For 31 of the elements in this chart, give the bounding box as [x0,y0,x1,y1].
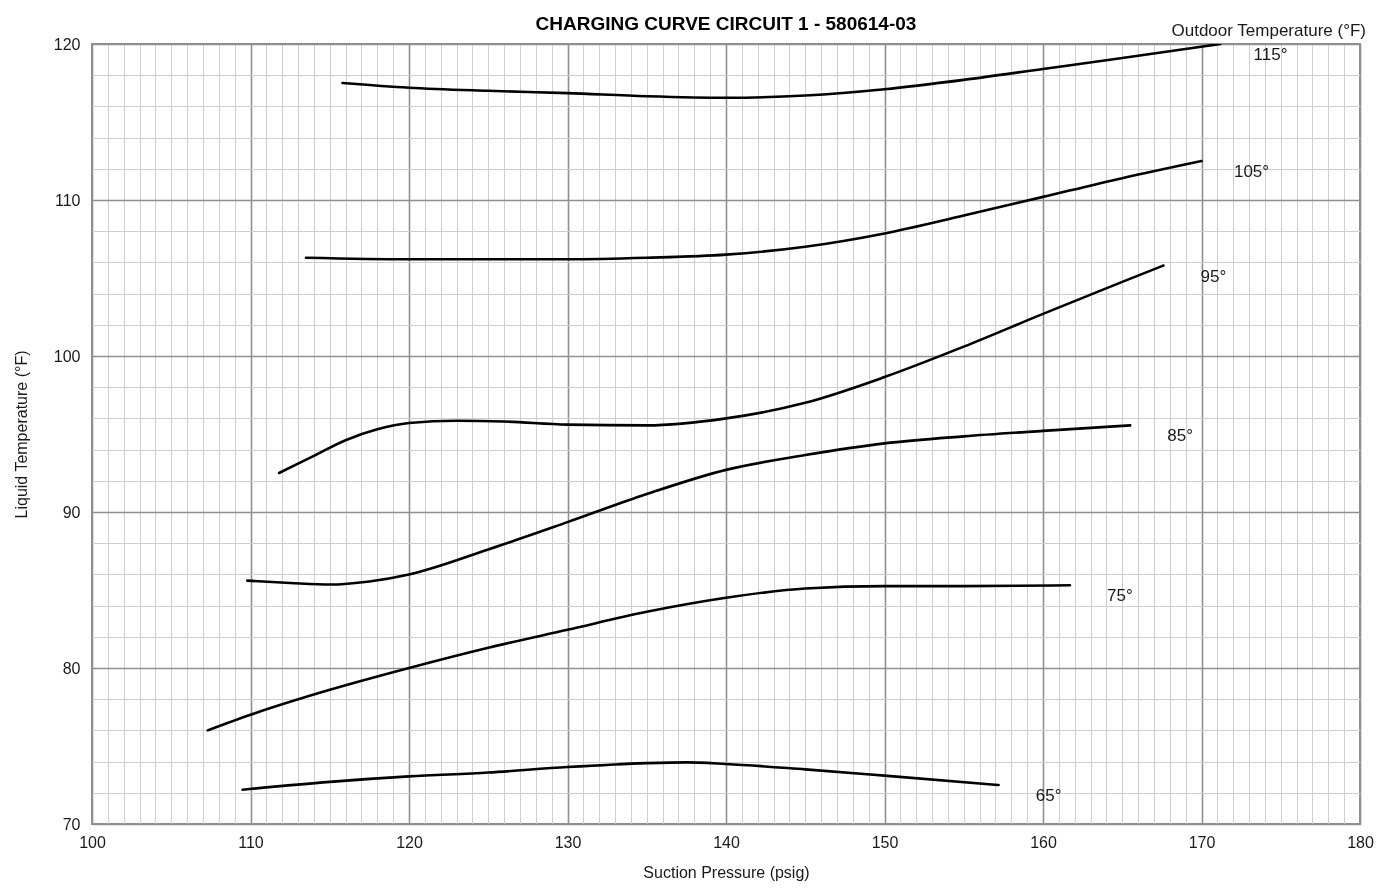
line-series [246,424,1132,586]
x-tick-label: 160 [1030,833,1057,851]
line-series [277,264,1165,475]
y-axis-title: Liquid Temperature (°F) [12,350,30,519]
line-series [206,584,1072,732]
series-label: 115° [1253,45,1288,64]
text: 75° [1107,586,1133,606]
text: 85° [1167,426,1194,446]
x-tick-label: 150 [871,833,899,851]
line-series [341,44,1222,100]
x-tick-label: 130 [554,833,582,851]
text: 65° [1035,786,1062,805]
x-axis-title: Suction Pressure (psig) [643,863,810,881]
y-tick-label: 70 [62,815,81,833]
x-tick-label: 180 [1347,833,1374,851]
series-label: 105° [1233,162,1270,181]
y-tick-label: 90 [62,503,81,521]
x-tick-label: 110 [238,833,264,851]
y-tick-label: 100 [53,347,81,365]
y-tick-label: 110 [54,191,81,209]
line-series [241,761,1000,791]
chart-title: CHARGING CURVE CIRCUIT 1 - 580614-03 [535,13,917,34]
x-tick-label: 170 [1188,833,1216,851]
line-series [304,159,1203,261]
text: 95° [1200,266,1227,286]
legend-title: Outdoor Temperature (°F) [1171,21,1366,40]
x-tick-label: 120 [396,833,423,851]
x-tick-label: 100 [79,833,106,851]
y-tick-label: 80 [62,659,81,677]
y-tick-label: 120 [53,35,81,53]
x-tick-label: 140 [713,833,740,851]
